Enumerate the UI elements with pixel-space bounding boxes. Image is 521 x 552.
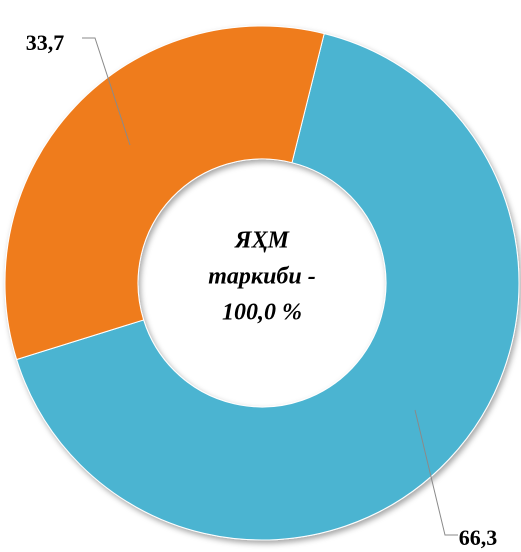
center-text: таркиби - [208,264,316,290]
leader-line [414,409,458,536]
donut-segment [4,25,325,361]
leader-line [82,37,131,146]
data-label: 66,3 [459,525,498,550]
donut [4,25,520,541]
donut-segment [16,33,520,541]
center-text: 100,0 % [222,300,302,326]
center-text: ЯҲМ [234,228,291,254]
data-label: 33,7 [26,30,65,55]
